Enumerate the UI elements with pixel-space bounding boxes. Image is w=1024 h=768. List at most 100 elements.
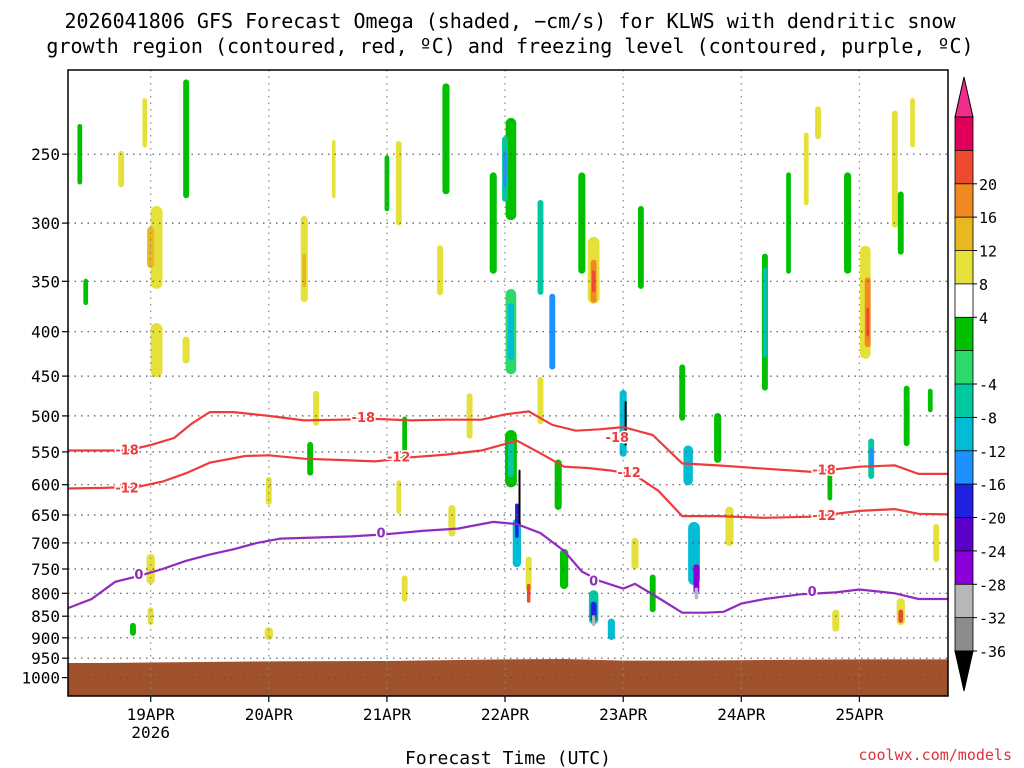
zero-degree-line-label-2: 0 — [589, 574, 598, 589]
colorbar-label-2: -28 — [979, 576, 1006, 594]
minus-18-line — [68, 410, 948, 475]
omega-cell-73 — [844, 172, 852, 274]
chart-title-line-1: 2026041806 GFS Forecast Omega (shaded, −… — [64, 9, 956, 33]
colorbar-label-1: -32 — [979, 610, 1006, 628]
colorbar-under-arrow — [954, 650, 974, 692]
minus-12-line-label-3: -12 — [812, 509, 836, 524]
omega-cell-8 — [182, 336, 190, 364]
source-credit: coolwx.com/models — [858, 746, 1012, 764]
colorbar-label-4: -20 — [979, 510, 1006, 528]
colorbar-bin-12 — [954, 517, 974, 552]
colorbar-label-11: 12 — [979, 243, 997, 261]
minus-18-line-label-2: -18 — [606, 431, 630, 446]
x-axis-title: Forecast Time (UTC) — [405, 748, 611, 768]
colorbar-bin-13 — [954, 550, 974, 586]
omega-cell-3 — [142, 98, 148, 148]
colorbar-bin-4 — [954, 250, 974, 285]
y-tick-label-900: 900 — [31, 629, 60, 648]
omega-cell-5 — [77, 123, 83, 185]
omega-cell-56 — [637, 205, 644, 289]
omega-cell-69 — [803, 132, 809, 206]
zero-degree-line — [67, 520, 948, 614]
omega-cell-13 — [302, 253, 307, 287]
omega-cell-55 — [624, 401, 627, 446]
minus-18-line-label-1: -18 — [352, 411, 376, 426]
omega-cell-27 — [466, 393, 473, 439]
y-tick-label-650: 650 — [31, 506, 60, 525]
omega-cell-86 — [933, 524, 940, 562]
y-tick-label-1000: 1000 — [21, 669, 60, 688]
x-tick-label-25apr: 25APR — [835, 705, 884, 724]
omega-cell-39 — [525, 556, 532, 592]
plot-area: -18 -18 -18 -18 -12 -12 -12 -12 0 0 0 0 — [67, 69, 949, 697]
y-tick-label-600: 600 — [31, 476, 60, 495]
omega-cell-19 — [395, 141, 402, 226]
omega-cell-31 — [503, 150, 507, 188]
x-tick-label-23apr: 23APR — [599, 705, 648, 724]
minus-18-line-label-3: -18 — [812, 464, 836, 479]
omega-cell-64 — [714, 412, 722, 463]
omega-cell-38 — [518, 469, 521, 525]
x-tick-sublabel-year: 2026 — [131, 723, 170, 742]
colorbar-bin-2 — [954, 183, 974, 219]
y-tick-label-450: 450 — [31, 367, 60, 386]
minus-12-line — [67, 439, 949, 519]
x-tick-label-24apr: 24APR — [717, 705, 766, 724]
omega-cell-60 — [683, 445, 693, 486]
omega-cell-76 — [866, 307, 870, 337]
colorbar-bin-3 — [954, 216, 974, 252]
omega-cell-79 — [891, 110, 898, 228]
colorbar-bin-8 — [954, 383, 974, 419]
contour-layer: -18 -18 -18 -18 -12 -12 -12 -12 0 0 0 0 — [67, 410, 949, 614]
omega-cell-0 — [150, 205, 163, 289]
colorbar-label-8: -4 — [979, 376, 997, 394]
minus-12-line-label-1: -12 — [387, 450, 411, 465]
y-tick-label-950: 950 — [31, 649, 60, 668]
omega-cell-42 — [537, 376, 544, 425]
x-tick-label-21apr: 21APR — [363, 705, 412, 724]
omega-shading-layer — [77, 79, 940, 641]
omega-cell-26 — [448, 504, 456, 537]
colorbar-bin-14 — [954, 583, 974, 619]
y-axis: 250 300 350 400 450 500 550 600 650 700 750 800 850 9… — [21, 145, 68, 688]
x-tick-label-19apr: 19APR — [127, 705, 176, 724]
omega-cell-68 — [786, 172, 791, 274]
omega-cell-40 — [526, 583, 531, 603]
omega-cell-78 — [869, 448, 873, 469]
omega-cell-9 — [146, 553, 155, 585]
y-tick-label-250: 250 — [31, 145, 60, 164]
colorbar-over-arrow — [954, 76, 974, 118]
omega-cell-18 — [332, 139, 336, 199]
zero-degree-line-label-1: 0 — [376, 527, 385, 542]
colorbar-bin-1 — [954, 149, 974, 185]
omega-cell-41 — [537, 199, 544, 295]
omega-cell-29 — [505, 117, 517, 221]
colorbar-label-9: 4 — [979, 309, 988, 327]
x-tick-label-20apr: 20APR — [245, 705, 294, 724]
colorbar-label-5: -16 — [979, 476, 1006, 494]
omega-cell-72 — [832, 609, 840, 632]
omega-cell-22 — [384, 155, 390, 212]
y-tick-label-550: 550 — [31, 443, 60, 462]
omega-cell-23 — [401, 575, 408, 602]
omega-cell-16 — [313, 390, 320, 426]
colorbar-label-13: 20 — [979, 176, 997, 194]
colorbar-label-0: -36 — [979, 643, 1006, 661]
colorbar-label-3: -24 — [979, 543, 1006, 561]
y-tick-label-850: 850 — [31, 607, 60, 626]
colorbar: -36 -32 -28 -24 -20 -16 -12 -8 -4 4 8 12 16 20 — [954, 76, 1006, 692]
omega-cell-4 — [147, 226, 155, 269]
colorbar-label-7: -8 — [979, 409, 997, 427]
y-tick-label-750: 750 — [31, 560, 60, 579]
plot-frame — [67, 69, 949, 697]
y-tick-label-700: 700 — [31, 534, 60, 553]
omega-cell-85 — [927, 388, 933, 413]
omega-cell-49 — [591, 270, 596, 293]
colorbar-bin-0 — [954, 116, 974, 152]
y-tick-label-500: 500 — [31, 407, 60, 426]
minus-12-line-label-0: -12 — [115, 482, 139, 497]
zero-degree-line-label-3: 0 — [808, 585, 817, 600]
x-tick-label-22apr: 22APR — [481, 705, 530, 724]
omega-cell-14 — [265, 477, 272, 505]
